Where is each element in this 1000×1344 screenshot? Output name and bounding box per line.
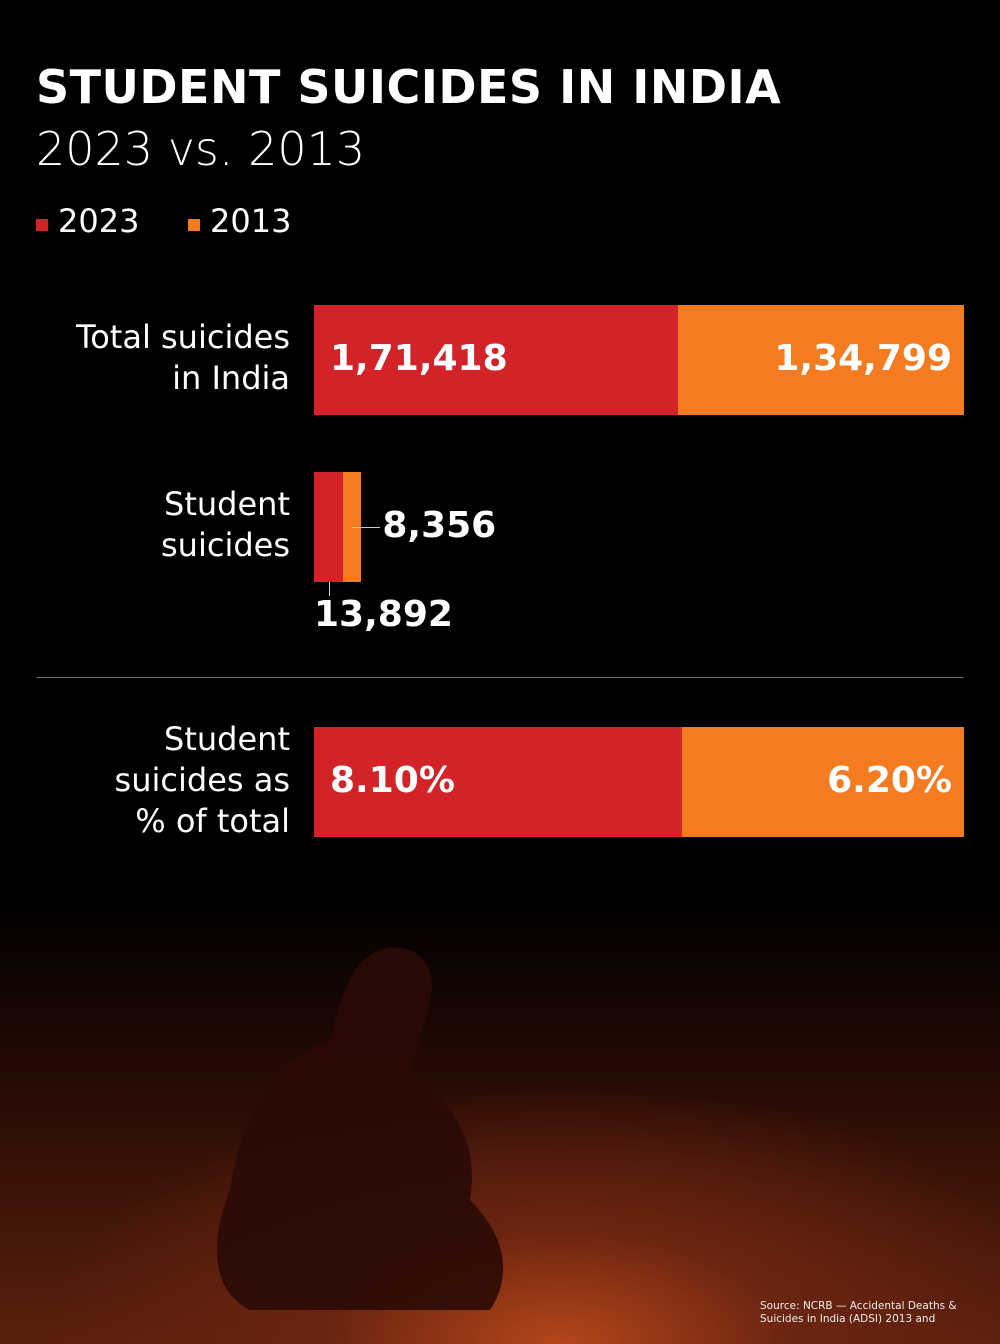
bar-segment [314, 305, 678, 415]
value-label: 1,34,799 [774, 338, 952, 379]
legend-item: 2013 [188, 202, 291, 240]
category-label: Total suicides in India [76, 318, 290, 397]
bar-segment [314, 727, 683, 837]
source: Source: NCRB — Accidental Deaths & Suici… [760, 1300, 957, 1325]
value-label: 13,892 [314, 594, 453, 635]
legend-swatch [188, 219, 200, 231]
value-label: 6.20% [827, 760, 952, 801]
leader-line [352, 527, 381, 528]
value-label: 8.10% [330, 760, 455, 801]
bar-segment [314, 472, 344, 582]
category-label: Student suicides as % of total [114, 719, 290, 840]
legend-swatch [36, 219, 48, 231]
leader-line [328, 582, 330, 596]
legend-label: 2013 [210, 202, 292, 240]
title: STUDENT SUICIDES IN INDIA [36, 60, 782, 114]
divider [36, 677, 964, 678]
figure-silhouette [216, 947, 504, 1310]
subtitle: 2023 vs. 2013 [36, 122, 366, 176]
legend-item: 2023 [36, 202, 139, 240]
value-label: 8,356 [382, 505, 497, 546]
category-label: Student suicides [161, 485, 290, 564]
legend-label: 2023 [58, 202, 140, 240]
bar-segment [682, 727, 964, 837]
value-label: 1,71,418 [330, 338, 508, 379]
bar-segment [677, 305, 964, 415]
